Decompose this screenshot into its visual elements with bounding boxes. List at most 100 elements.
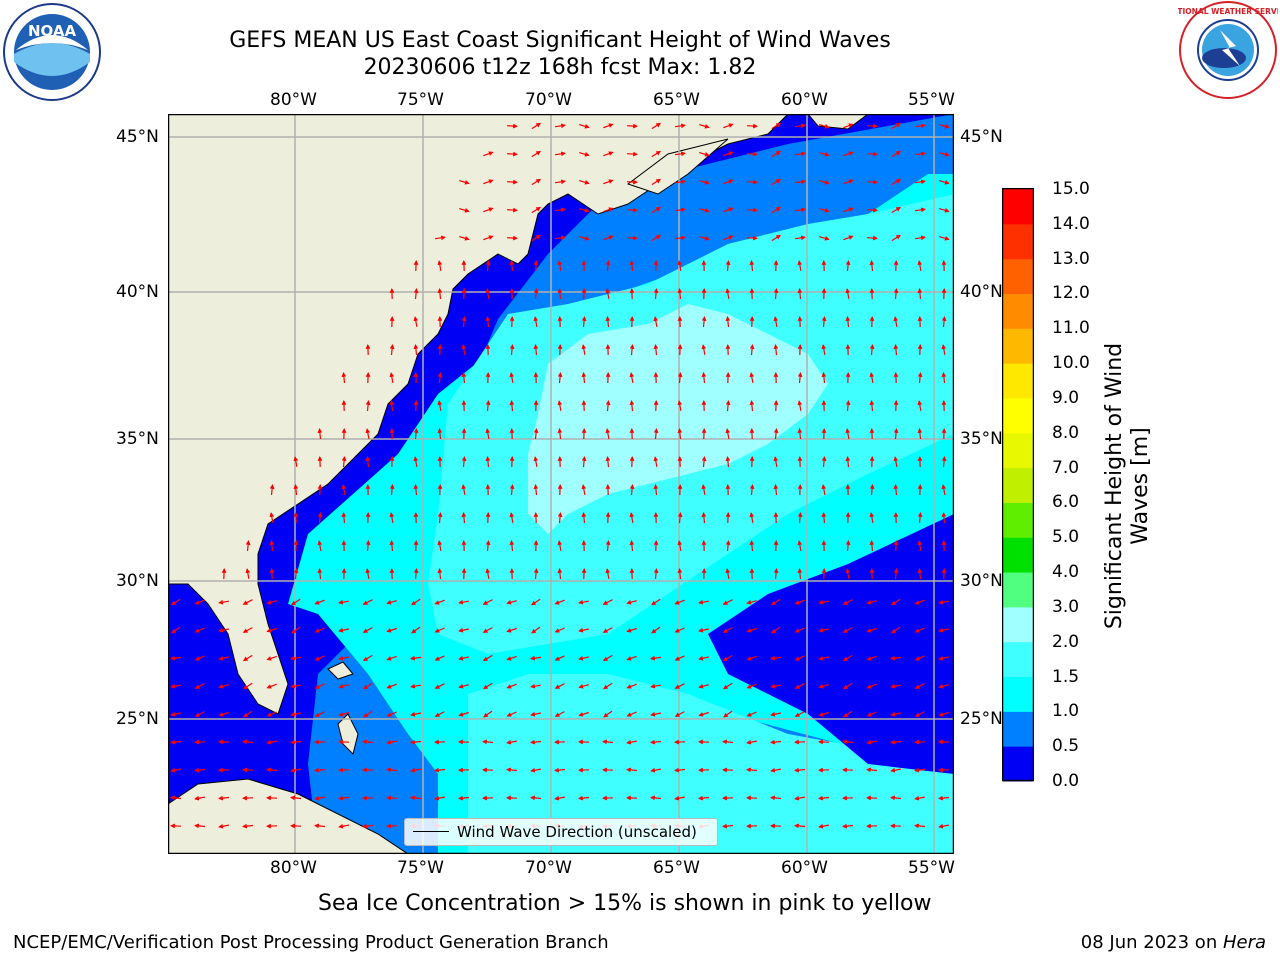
lat-tick-left: 25°N — [116, 709, 159, 729]
wave-direction-arrow — [290, 655, 302, 661]
wave-direction-arrow — [794, 823, 806, 829]
wave-direction-arrow — [698, 683, 709, 689]
wave-direction-arrow — [746, 179, 758, 185]
wave-direction-arrow — [653, 344, 659, 356]
svg-text:NOAA: NOAA — [28, 22, 77, 40]
colorbar-segment — [1003, 328, 1033, 364]
wave-direction-arrow — [317, 428, 323, 440]
wave-direction-arrow — [410, 711, 422, 717]
wave-direction-arrow — [723, 151, 734, 157]
wave-direction-arrow — [674, 179, 686, 185]
wave-direction-arrow — [554, 599, 565, 605]
wave-direction-arrow — [365, 428, 371, 440]
wave-direction-arrow — [677, 400, 683, 412]
wave-direction-arrow — [845, 316, 851, 328]
wave-direction-arrow — [698, 711, 709, 717]
wave-direction-arrow — [698, 627, 710, 633]
wave-direction-arrow — [891, 122, 902, 130]
wave-direction-arrow — [843, 235, 854, 241]
wave-direction-arrow — [389, 400, 395, 412]
wave-direction-arrow — [626, 627, 637, 633]
wave-direction-arrow — [818, 711, 829, 717]
wave-direction-arrow — [557, 260, 563, 272]
wave-band-2-0 — [528, 304, 828, 534]
wave-direction-arrow — [890, 795, 902, 801]
footer-date-text: 08 Jun 2023 on — [1080, 932, 1223, 953]
wave-direction-arrow — [266, 767, 278, 773]
wave-direction-arrow — [557, 512, 563, 524]
wave-direction-arrow — [603, 151, 614, 157]
wave-direction-arrow — [605, 260, 611, 272]
wave-direction-arrow — [653, 456, 659, 468]
wave-direction-arrow — [314, 599, 325, 605]
wave-direction-arrow — [458, 683, 469, 689]
wave-direction-arrow — [629, 400, 635, 412]
wave-direction-arrow — [914, 179, 926, 185]
wave-direction-arrow — [842, 599, 853, 605]
wave-direction-arrow — [605, 316, 611, 328]
wave-direction-arrow — [722, 682, 733, 690]
wave-height-map — [168, 114, 954, 854]
wave-direction-arrow — [699, 180, 710, 185]
wave-direction-arrow — [650, 598, 661, 606]
wave-direction-arrow — [626, 711, 637, 717]
wave-direction-arrow — [290, 739, 302, 745]
wave-direction-arrow — [389, 372, 395, 384]
wave-direction-arrow — [629, 540, 635, 552]
wave-direction-arrow — [509, 400, 515, 412]
wave-direction-arrow — [506, 123, 518, 129]
wave-direction-arrow — [218, 795, 230, 801]
wave-direction-arrow — [338, 711, 349, 717]
wave-direction-arrow — [917, 568, 923, 580]
wave-direction-arrow — [557, 540, 563, 552]
wave-direction-arrow — [701, 512, 707, 524]
wave-direction-arrow — [413, 428, 419, 440]
wave-direction-arrow — [890, 739, 902, 745]
wave-direction-arrow — [362, 823, 374, 829]
wave-direction-arrow — [651, 234, 662, 242]
wave-direction-arrow — [653, 288, 659, 300]
wave-direction-arrow — [338, 795, 350, 801]
wave-direction-arrow — [603, 710, 613, 718]
wave-direction-arrow — [893, 344, 899, 356]
wave-direction-arrow — [845, 400, 851, 412]
wave-direction-arrow — [314, 683, 325, 689]
wave-direction-arrow — [890, 711, 902, 717]
wave-direction-arrow — [797, 512, 803, 524]
wave-direction-arrow — [797, 568, 803, 580]
wave-direction-arrow — [725, 400, 731, 412]
wave-direction-arrow — [386, 599, 397, 605]
wave-direction-arrow — [797, 400, 803, 412]
wave-direction-arrow — [530, 795, 542, 801]
wave-direction-arrow — [797, 540, 803, 552]
wave-direction-arrow — [293, 484, 299, 496]
wave-direction-arrow — [581, 512, 587, 524]
wave-direction-arrow — [917, 428, 923, 440]
wave-direction-arrow — [410, 598, 421, 606]
wave-direction-arrow — [485, 400, 491, 412]
wave-direction-arrow — [794, 151, 806, 157]
wave-direction-arrow — [939, 208, 950, 213]
wave-direction-arrow — [674, 795, 686, 801]
wave-direction-arrow — [891, 178, 902, 186]
wave-direction-arrow — [677, 428, 683, 440]
wave-direction-arrow — [291, 626, 301, 634]
wave-direction-arrow — [725, 540, 731, 552]
wave-direction-arrow — [749, 344, 755, 356]
colorbar-segment — [1003, 537, 1033, 573]
wave-direction-arrow — [821, 484, 827, 496]
wave-direction-arrow — [605, 288, 611, 300]
colorbar-tick-label: 0.0 — [1052, 771, 1080, 791]
wave-direction-arrow — [701, 484, 707, 496]
wave-direction-arrow — [533, 288, 539, 300]
wave-direction-arrow — [770, 683, 781, 689]
wave-direction-arrow — [362, 627, 373, 633]
wave-direction-arrow — [845, 288, 851, 300]
wave-direction-arrow — [651, 122, 662, 130]
colorbar-segment — [1003, 746, 1033, 782]
wave-direction-arrow — [389, 540, 395, 552]
wave-direction-arrow — [530, 711, 542, 717]
wave-direction-arrow — [650, 767, 662, 773]
lon-tick-top: 70°W — [525, 90, 572, 110]
wave-direction-arrow — [725, 428, 731, 440]
